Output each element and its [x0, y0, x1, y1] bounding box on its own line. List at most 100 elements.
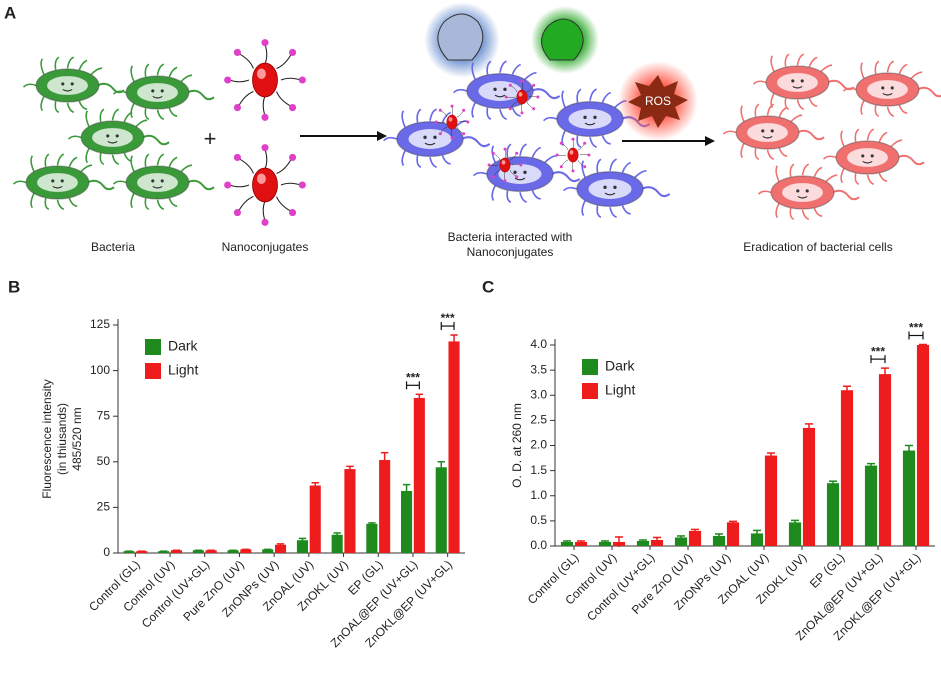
arrow-head — [377, 131, 387, 141]
bar — [864, 465, 878, 546]
error-bar — [728, 520, 738, 524]
legend-label: Dark — [168, 338, 199, 354]
error-bar — [346, 465, 354, 472]
y-tick-label: 4.0 — [530, 337, 547, 351]
error-bar — [652, 536, 662, 543]
bar — [902, 450, 916, 546]
legend-swatch — [145, 339, 161, 355]
bar — [878, 374, 892, 546]
y-tick-label: 0 — [103, 545, 110, 559]
ros-label: ROS — [645, 94, 671, 108]
caption: Eradication of bacterial cells — [743, 240, 892, 254]
bar — [840, 390, 854, 546]
significance-label: *** — [871, 344, 885, 358]
y-tick-label: 3.0 — [530, 387, 547, 401]
bar — [413, 397, 425, 553]
bar — [598, 541, 612, 546]
error-bar — [866, 462, 876, 468]
y-tick-label: 0.5 — [530, 513, 547, 527]
error-bar — [368, 522, 376, 525]
error-bar — [638, 539, 648, 542]
y-tick-label: 1.0 — [530, 488, 547, 502]
y-tick-label: 125 — [90, 317, 110, 331]
y-axis-label: O. D. at 260 nm — [510, 403, 524, 488]
error-bar — [600, 540, 610, 543]
x-tick-label: Control (UV+GL) — [584, 550, 657, 623]
y-tick-label: 1.5 — [530, 463, 547, 477]
error-bar — [562, 540, 572, 543]
bar — [158, 551, 170, 553]
panel-label: B — [8, 277, 20, 296]
legend-label: Light — [605, 382, 635, 398]
caption: Nanoconjugates — [467, 245, 554, 259]
bar — [192, 550, 204, 553]
bar — [435, 467, 447, 553]
error-bar — [415, 393, 424, 402]
error-bar — [690, 528, 700, 533]
significance: *** — [406, 370, 420, 390]
error-bar — [614, 536, 624, 548]
significance-label: *** — [441, 311, 455, 325]
panel-a: A + ROS — [4, 2, 941, 259]
bar — [726, 522, 740, 546]
bar — [401, 490, 413, 553]
legend-swatch — [145, 363, 161, 379]
legend-swatch — [582, 359, 598, 375]
error-bar — [576, 540, 586, 543]
error-bar — [276, 543, 285, 546]
bar — [309, 485, 321, 553]
error-bar — [790, 519, 800, 525]
green-bacteria — [12, 56, 216, 211]
error-bar — [380, 451, 389, 468]
legend-label: Light — [168, 362, 198, 378]
bar — [688, 530, 702, 546]
bar — [650, 539, 664, 546]
y-axis-label: Fluorescence intensity — [40, 379, 54, 498]
bar — [331, 534, 343, 553]
significance-label: *** — [909, 321, 923, 335]
red-bacteria — [722, 53, 941, 221]
bar — [274, 544, 287, 553]
bar — [262, 549, 274, 553]
bar — [750, 533, 764, 546]
bar — [379, 459, 391, 553]
bar — [764, 455, 778, 546]
bar — [448, 341, 460, 553]
y-tick-label: 0.0 — [530, 538, 547, 552]
y-tick-label: 100 — [90, 363, 110, 377]
error-bar — [676, 535, 686, 539]
error-bar — [333, 532, 341, 537]
bar — [560, 541, 574, 546]
error-bar — [880, 367, 890, 381]
error-bar — [714, 533, 724, 538]
error-bar — [804, 423, 814, 432]
error-bar — [828, 480, 838, 486]
y-tick-label: 2.0 — [530, 438, 547, 452]
bar — [366, 523, 378, 553]
legend-swatch — [582, 383, 598, 399]
error-bar — [437, 461, 445, 473]
arrow-head — [705, 136, 715, 146]
y-tick-label: 25 — [97, 500, 111, 514]
nanoconjugate — [223, 38, 307, 122]
bar — [802, 427, 816, 546]
bar — [170, 550, 182, 553]
bulb — [437, 13, 484, 61]
bar — [344, 469, 356, 553]
bar — [205, 550, 217, 553]
y-tick-label: 50 — [97, 454, 111, 468]
y-axis-label: (in thiusands) — [55, 403, 69, 475]
nanoconjugate — [223, 143, 307, 227]
caption: Nanoconjugates — [222, 240, 309, 254]
bar — [296, 540, 309, 553]
bar — [712, 535, 726, 546]
x-tick-label: Pure ZnO (UV) — [180, 557, 246, 623]
bar — [227, 550, 239, 553]
error-bar — [450, 334, 458, 348]
bar — [123, 551, 135, 553]
error-bar — [298, 537, 307, 543]
error-bar — [752, 529, 762, 537]
y-tick-label: 2.5 — [530, 413, 547, 427]
bar — [674, 537, 688, 546]
